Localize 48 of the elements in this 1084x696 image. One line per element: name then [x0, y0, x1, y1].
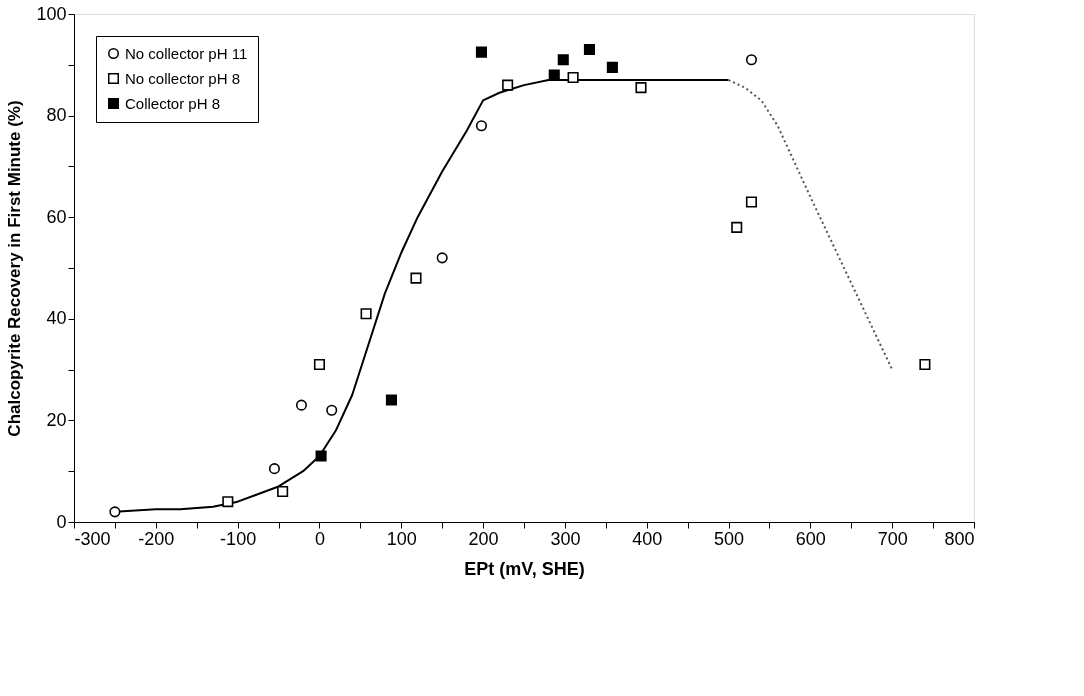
x-tick-label: 0: [314, 528, 325, 549]
point: [436, 252, 448, 264]
point: [277, 485, 289, 498]
x-tick-label: 200: [468, 528, 499, 549]
point: [326, 404, 338, 416]
y-axis-title: Chalcopyrite Recovery in First Minute (%): [5, 100, 25, 437]
point: [360, 308, 372, 320]
point: [410, 272, 422, 284]
point: [268, 463, 280, 475]
point: [583, 44, 595, 56]
legend-label: No collector pH 11: [125, 44, 248, 62]
point: [315, 450, 327, 462]
x-tick-label: 400: [632, 528, 663, 549]
point: [475, 120, 487, 132]
x-tick-label: -100: [220, 528, 257, 549]
y-tick-label: 20: [46, 409, 67, 430]
y-tick-label: 0: [56, 511, 67, 532]
y-tick-label: 80: [46, 105, 67, 126]
x-tick-label: 100: [386, 528, 417, 549]
point: [295, 399, 307, 411]
point: [313, 358, 325, 371]
x-tick-label: -200: [138, 528, 175, 549]
point: [567, 71, 579, 84]
y-tick-label: 40: [46, 308, 67, 329]
point: [385, 394, 397, 406]
point: [502, 79, 514, 91]
line-series: [727, 79, 894, 371]
point: [109, 506, 121, 518]
point: [731, 221, 743, 233]
point: [745, 54, 757, 66]
legend-label: Collector pH 8: [125, 94, 221, 112]
x-tick-label: 300: [550, 528, 581, 549]
point: [557, 54, 569, 66]
point: [222, 496, 234, 508]
legend-label: No collector pH 8: [125, 69, 241, 87]
x-tick-label: 600: [795, 528, 826, 549]
point: [745, 196, 757, 208]
point: [635, 82, 647, 94]
x-tick-label: 500: [714, 528, 745, 549]
x-axis-title: EPt (mV, SHE): [464, 558, 585, 579]
x-tick-label: 700: [877, 528, 908, 549]
point: [919, 358, 931, 371]
point: [606, 61, 618, 73]
y-tick-label: 60: [46, 206, 67, 227]
point: [475, 46, 487, 58]
x-tick-label: -300: [74, 528, 111, 549]
x-tick-label: 800: [944, 528, 975, 549]
y-tick-label: 100: [36, 3, 67, 24]
